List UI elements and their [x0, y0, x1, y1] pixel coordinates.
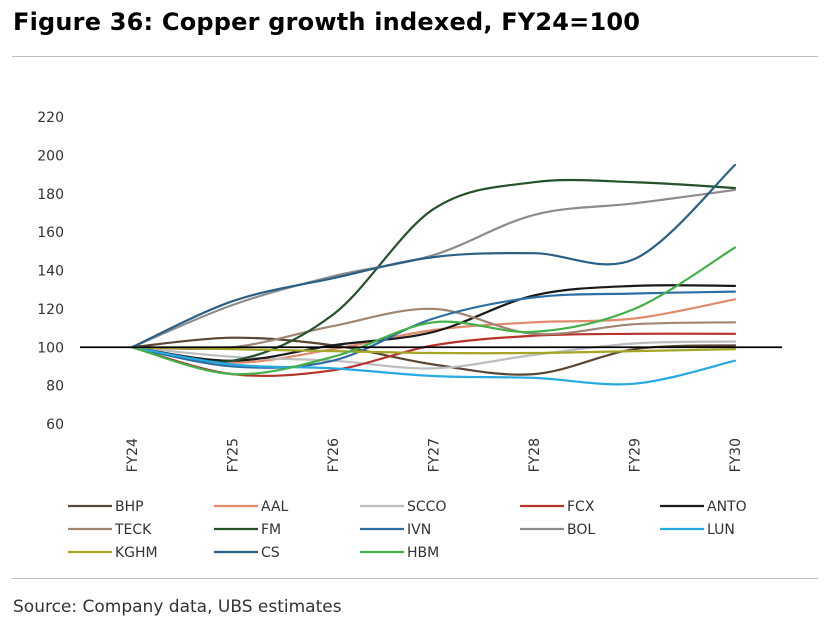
series-line-fm [130, 178, 737, 363]
legend-label: KGHM [115, 545, 158, 561]
y-tick-label: 100 [37, 340, 64, 356]
y-tick-label: 220 [37, 110, 64, 126]
series-lines [130, 163, 737, 386]
y-tick-label: 140 [37, 264, 64, 280]
series-line-kghm [130, 346, 737, 355]
legend-label: TECK [114, 522, 152, 538]
legend-label: AAL [261, 499, 289, 515]
x-tick-label: FY28 [527, 438, 543, 472]
source-note: Source: Company data, UBS estimates [13, 597, 342, 617]
x-tick-label: FY30 [728, 438, 744, 472]
legend-label: FM [261, 522, 281, 538]
y-tick-label: 120 [37, 302, 64, 318]
y-tick-label: 60 [46, 417, 64, 433]
series-line-hbm [130, 246, 737, 376]
legend-label: CS [261, 545, 280, 561]
series-line-cs [130, 163, 737, 349]
series-line-fcx [130, 332, 737, 377]
y-axis: 60 80 100 120 140 160 180 200 220 [37, 110, 64, 433]
y-tick-label: 180 [37, 187, 64, 203]
legend-label: HBM [407, 545, 439, 561]
figure-title: Figure 36: Copper growth indexed, FY24=1… [13, 8, 641, 36]
x-tick-label: FY27 [427, 438, 443, 472]
x-tick-label: FY26 [326, 438, 342, 473]
legend-label: ANTO [707, 499, 747, 515]
series-line-bol [130, 188, 737, 349]
title-divider [12, 56, 818, 57]
y-tick-label: 200 [37, 148, 64, 164]
legend-label: BHP [115, 499, 144, 515]
series-line-scco [130, 340, 737, 370]
source-divider [12, 578, 818, 579]
y-tick-label: 80 [46, 379, 64, 395]
legend: BHP AAL SCCO FCX ANTO TECK FM IVN BOL LUN KGHM CS HB… [68, 499, 747, 561]
series-line-lun [130, 346, 737, 386]
x-axis: FY24 FY25 FY26 FY27 FY28 FY29 FY30 [125, 438, 744, 473]
legend-label: FCX [567, 499, 595, 515]
legend-label: SCCO [407, 499, 446, 515]
x-tick-label: FY25 [226, 438, 242, 472]
legend-label: IVN [407, 522, 431, 538]
y-tick-label: 160 [37, 225, 64, 241]
series-line-bhp [130, 336, 737, 376]
legend-label: LUN [707, 522, 735, 538]
x-tick-label: FY29 [628, 438, 644, 472]
series-line-aal [130, 298, 737, 364]
x-tick-label: FY24 [125, 438, 141, 473]
series-line-ivn [130, 290, 737, 369]
legend-label: BOL [567, 522, 595, 538]
